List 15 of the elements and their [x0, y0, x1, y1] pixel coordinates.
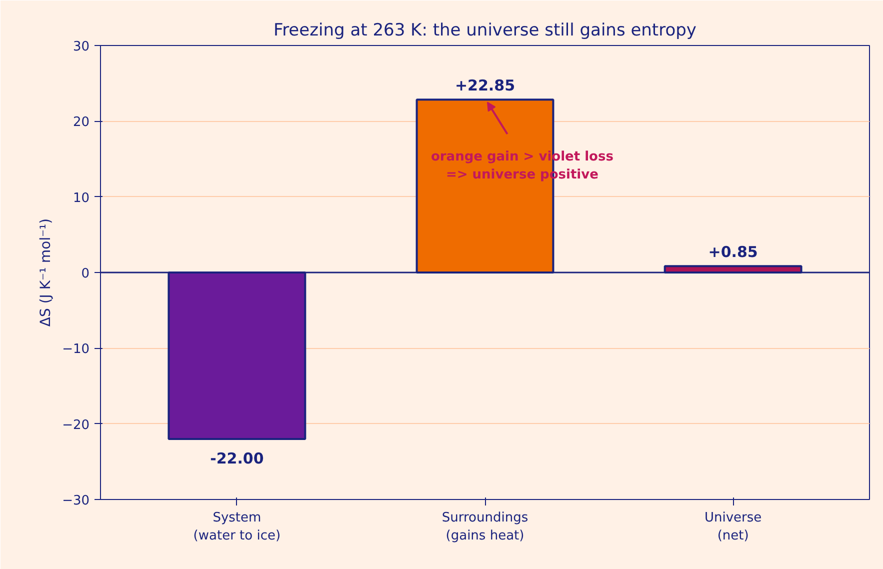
data-label: +22.85 — [454, 76, 516, 95]
x-tick-label: System (water to ice) — [193, 510, 281, 544]
y-tick-label: −30 — [62, 494, 90, 508]
data-label: -22.00 — [210, 450, 264, 468]
y-tick-label: 30 — [72, 40, 90, 54]
y-tick-label: −20 — [62, 418, 90, 433]
data-label: +0.85 — [708, 242, 758, 261]
y-tick-label: 20 — [72, 115, 90, 130]
y-axis-title: ΔS (J K⁻¹ mol⁻¹) — [38, 218, 54, 327]
y-tick-label: 0 — [81, 266, 90, 282]
y-tick-label: 10 — [72, 190, 90, 206]
chart-title: Freezing at 263 K: the universe still gains entropy — [274, 20, 696, 40]
y-tick-label: −10 — [62, 342, 90, 358]
x-tick-label: Universe (net) — [704, 510, 762, 544]
x-tick-label: Surroundings (gains heat) — [442, 510, 528, 544]
